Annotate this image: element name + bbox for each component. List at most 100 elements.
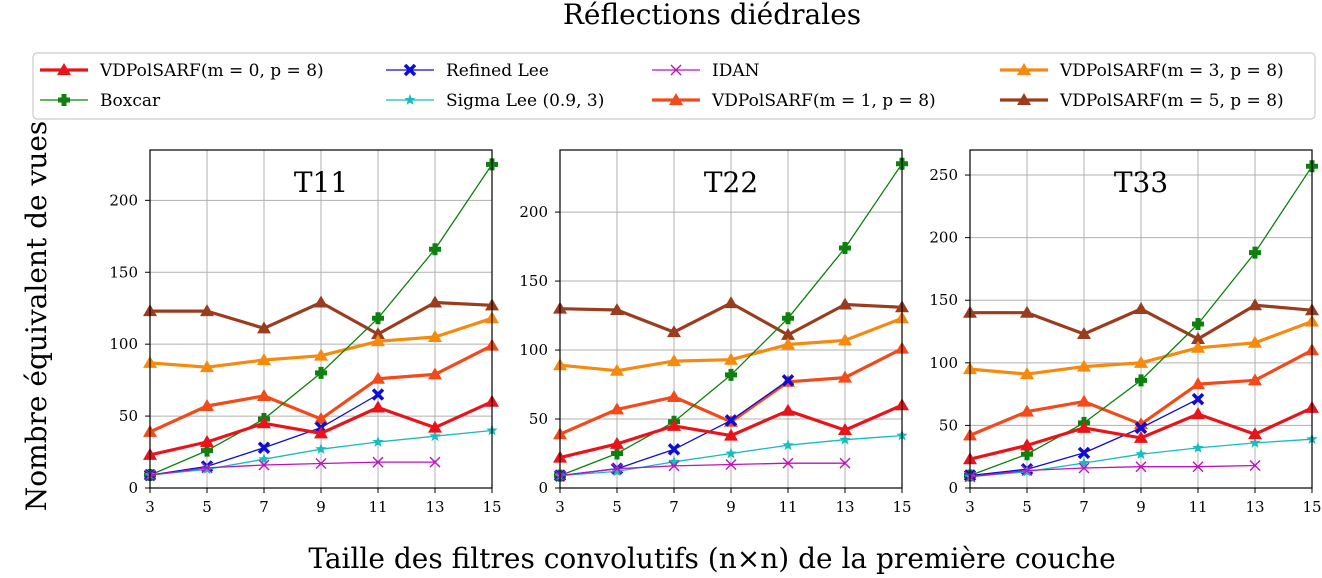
data-point [781, 374, 795, 387]
data-point [724, 352, 738, 365]
plot-frame [559, 149, 903, 489]
data-point [838, 370, 852, 383]
data-point [1134, 421, 1148, 435]
data-point [201, 444, 213, 457]
data-point [1191, 332, 1205, 345]
legend-marker [58, 94, 70, 106]
data-point [257, 352, 271, 365]
data-point [371, 400, 385, 413]
data-point [668, 460, 680, 472]
x-tick-label: 9 [726, 498, 736, 516]
y-tick-label: 100 [519, 341, 548, 359]
data-point [429, 456, 441, 468]
series-idan [964, 459, 1261, 483]
data-point [1191, 340, 1205, 353]
x-tick-label: 15 [892, 498, 911, 516]
data-point [1078, 462, 1090, 474]
data-point [258, 459, 270, 471]
data-point [839, 433, 851, 445]
data-point [1191, 377, 1205, 390]
legend-label: IDAN [712, 61, 760, 81]
data-point [314, 411, 328, 424]
series-line [149, 461, 435, 476]
x-tick-label: 9 [1136, 498, 1146, 516]
data-point [1249, 246, 1261, 259]
data-point [201, 462, 213, 474]
data-point [1021, 448, 1033, 461]
data-point [611, 465, 623, 477]
x-tick-label: 11 [368, 498, 387, 516]
data-point [781, 337, 795, 350]
plot-frame [969, 149, 1313, 489]
data-point [1077, 420, 1091, 433]
x-tick-label: 9 [316, 498, 326, 516]
data-point [781, 327, 795, 340]
data-point [1191, 392, 1205, 406]
y-tick-label: 0 [128, 479, 138, 497]
data-point [371, 334, 385, 347]
data-point [1134, 355, 1148, 368]
y-tick-label: 200 [929, 229, 958, 247]
series-group [553, 157, 909, 482]
data-point [429, 243, 441, 256]
data-point [782, 457, 794, 469]
legend-item-idan: IDAN [652, 61, 760, 81]
data-point [667, 389, 681, 402]
data-point [725, 368, 737, 381]
legend-marker [1017, 93, 1031, 105]
x-tick-label: 13 [1245, 498, 1264, 516]
legend-label: VDPolSARF(m = 0, p = 8) [99, 61, 324, 81]
data-point [429, 430, 441, 442]
data-point [258, 453, 270, 465]
legend-item-vdpolsarf-m-3-p-8: VDPolSARF(m = 3, p = 8) [1000, 61, 1284, 81]
data-point [372, 456, 384, 468]
data-point [1020, 305, 1034, 318]
x-tick-label: 13 [835, 498, 854, 516]
panel-title: T22 [704, 166, 758, 199]
y-tick-label: 0 [948, 479, 958, 497]
legend-label: Boxcar [100, 91, 161, 111]
x-tick-label: 3 [145, 498, 155, 516]
legend-item-refined-lee: Refined Lee [386, 61, 549, 81]
legend-marker [670, 64, 682, 76]
data-point [315, 366, 327, 379]
data-point [725, 459, 737, 471]
y-tick-label: 50 [529, 410, 548, 428]
y-tick-label: 250 [929, 166, 958, 184]
data-point [610, 436, 624, 449]
y-tick-label: 150 [109, 263, 138, 281]
data-point [611, 463, 623, 475]
data-point [257, 321, 271, 334]
data-point [838, 333, 852, 346]
x-tick-label: 13 [425, 498, 444, 516]
data-point [200, 360, 214, 373]
legend-item-vdpolsarf-m-5-p-8: VDPolSARF(m = 5, p = 8) [1000, 91, 1284, 111]
data-point [257, 388, 271, 401]
data-point [1020, 438, 1034, 451]
data-point [782, 439, 794, 451]
data-point [839, 457, 851, 469]
data-point [1077, 446, 1091, 460]
data-point [428, 420, 442, 433]
legend-item-vdpolsarf-m-0-p-8: VDPolSARF(m = 0, p = 8) [40, 61, 324, 81]
figure-x-axis-label: Taille des filtres convolutifs (n×n) de … [308, 542, 1115, 575]
legend-frame [32, 52, 1316, 120]
legend-marker [669, 93, 683, 105]
legend-marker [404, 94, 416, 105]
y-tick-label: 0 [538, 479, 548, 497]
data-point [839, 241, 851, 254]
data-point [315, 458, 327, 470]
legend-item-sigma-lee-0-9-3: Sigma Lee (0.9, 3) [386, 91, 604, 111]
data-point [314, 348, 328, 361]
data-point [314, 426, 328, 439]
data-point [1021, 464, 1033, 476]
legend-item-boxcar: Boxcar [40, 91, 161, 111]
data-point [1077, 359, 1091, 372]
legend-item-vdpolsarf-m-1-p-8: VDPolSARF(m = 1, p = 8) [652, 91, 936, 111]
data-point [1249, 436, 1261, 448]
data-point [1020, 404, 1034, 417]
data-point [1135, 461, 1147, 473]
